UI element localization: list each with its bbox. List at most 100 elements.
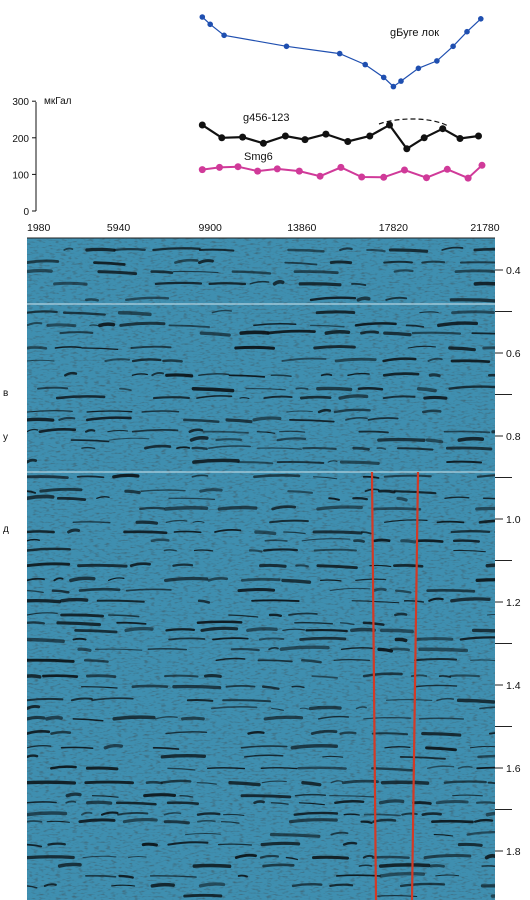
reflector-stroke xyxy=(279,645,330,651)
reflector-stroke xyxy=(382,357,417,363)
reflector-stroke xyxy=(198,248,235,252)
reflector-stroke xyxy=(27,417,55,422)
reflector-stroke xyxy=(117,812,149,816)
reflector-stroke xyxy=(183,893,223,898)
reflector-stroke xyxy=(372,587,387,592)
reflector-stroke xyxy=(53,577,64,582)
reflector-stroke xyxy=(191,446,208,451)
reflector-stroke xyxy=(84,780,134,785)
series-label-smg6: Smg6 xyxy=(244,151,273,163)
reflector-stroke xyxy=(165,731,208,735)
reflector-stroke xyxy=(450,530,491,534)
reflector-stroke xyxy=(487,373,495,377)
reflector-stroke xyxy=(43,883,57,887)
reflector-stroke xyxy=(81,446,96,450)
reflector-stroke xyxy=(482,346,495,350)
series-point-gbuge xyxy=(336,50,343,57)
reflector-stroke xyxy=(426,588,476,593)
reflector-stroke xyxy=(301,659,322,664)
seismic-reflectors xyxy=(27,246,495,898)
reflector-stroke xyxy=(260,767,298,770)
reflector-stroke xyxy=(247,731,265,735)
reflector-stroke xyxy=(380,628,414,634)
reflector-stroke xyxy=(172,563,194,567)
reflector-stroke xyxy=(276,437,307,442)
reflector-stroke xyxy=(308,705,342,711)
reflector-stroke xyxy=(396,496,408,502)
reflector-stroke xyxy=(27,715,46,721)
reflector-stroke xyxy=(160,779,192,784)
reflector-stroke xyxy=(89,324,100,327)
reflector-stroke xyxy=(58,416,76,421)
reflector-stroke xyxy=(379,872,425,878)
reflector-stroke xyxy=(363,716,412,720)
reflector-stroke xyxy=(360,820,373,824)
reflector-stroke xyxy=(85,298,99,302)
reflector-stroke xyxy=(27,885,38,889)
gravity-y-tick-label: 100 xyxy=(12,170,29,181)
reflector-stroke xyxy=(91,795,119,798)
reflector-stroke xyxy=(312,855,349,860)
reflector-stroke xyxy=(316,386,353,392)
reflector-stroke xyxy=(390,647,410,652)
reflector-stroke xyxy=(369,564,392,568)
reflector-stroke xyxy=(118,874,134,879)
series-point-g456 xyxy=(239,133,247,141)
reflector-stroke xyxy=(27,674,42,679)
reflector-stroke xyxy=(317,408,332,414)
reflector-stroke xyxy=(433,834,454,837)
reflector-stroke xyxy=(414,637,454,641)
reflector-stroke xyxy=(459,261,495,264)
reflector-stroke xyxy=(256,431,276,434)
reflector-stroke xyxy=(261,780,287,784)
reflector-stroke xyxy=(466,831,495,836)
reflector-stroke xyxy=(253,800,265,805)
reflector-stroke xyxy=(98,322,116,328)
reflector-stroke xyxy=(217,505,258,511)
reflector-stroke xyxy=(46,820,70,823)
reflector-stroke xyxy=(77,647,92,652)
reflector-stroke xyxy=(243,754,284,758)
reflector-stroke xyxy=(403,599,425,603)
reflector-stroke xyxy=(173,530,202,534)
reflector-stroke xyxy=(478,519,495,524)
reflector-stroke xyxy=(262,863,295,868)
reflector-stroke xyxy=(176,446,191,450)
reflector-stroke xyxy=(441,246,464,251)
reflector-stroke xyxy=(234,345,275,350)
reflector-stroke xyxy=(172,684,222,690)
reflector-stroke xyxy=(27,598,62,604)
reflector-stroke xyxy=(163,549,177,552)
reflector-stroke xyxy=(85,766,119,771)
reflector-stroke xyxy=(299,707,309,710)
reflector-stroke xyxy=(220,821,240,824)
series-point-g456 xyxy=(218,134,226,142)
reflector-stroke xyxy=(107,429,129,433)
reflector-stroke xyxy=(329,260,353,265)
reflector-stroke xyxy=(343,813,360,816)
reflector-stroke xyxy=(317,715,349,720)
reflector-stroke xyxy=(427,765,455,769)
reflector-stroke xyxy=(411,801,432,805)
series-point-smg6 xyxy=(337,163,345,171)
reflector-stroke xyxy=(293,270,339,275)
reflector-stroke xyxy=(131,684,169,689)
reflector-stroke xyxy=(315,310,356,315)
series-point-g456 xyxy=(386,121,393,129)
reflector-stroke xyxy=(215,657,246,662)
reflector-stroke xyxy=(94,648,143,651)
reflector-stroke xyxy=(81,811,93,816)
reflector-stroke xyxy=(339,731,357,735)
reflector-stroke xyxy=(310,729,338,735)
reflector-stroke xyxy=(358,864,373,867)
reflector-stroke xyxy=(422,409,442,414)
reflector-stroke xyxy=(295,387,309,390)
reflector-stroke xyxy=(212,637,249,641)
reflector-stroke xyxy=(394,612,408,617)
reflector-stroke xyxy=(60,613,104,618)
reflector-stroke xyxy=(268,613,282,617)
series-point-g456 xyxy=(439,125,447,133)
reflector-stroke xyxy=(259,563,287,568)
reflector-stroke xyxy=(131,429,179,433)
